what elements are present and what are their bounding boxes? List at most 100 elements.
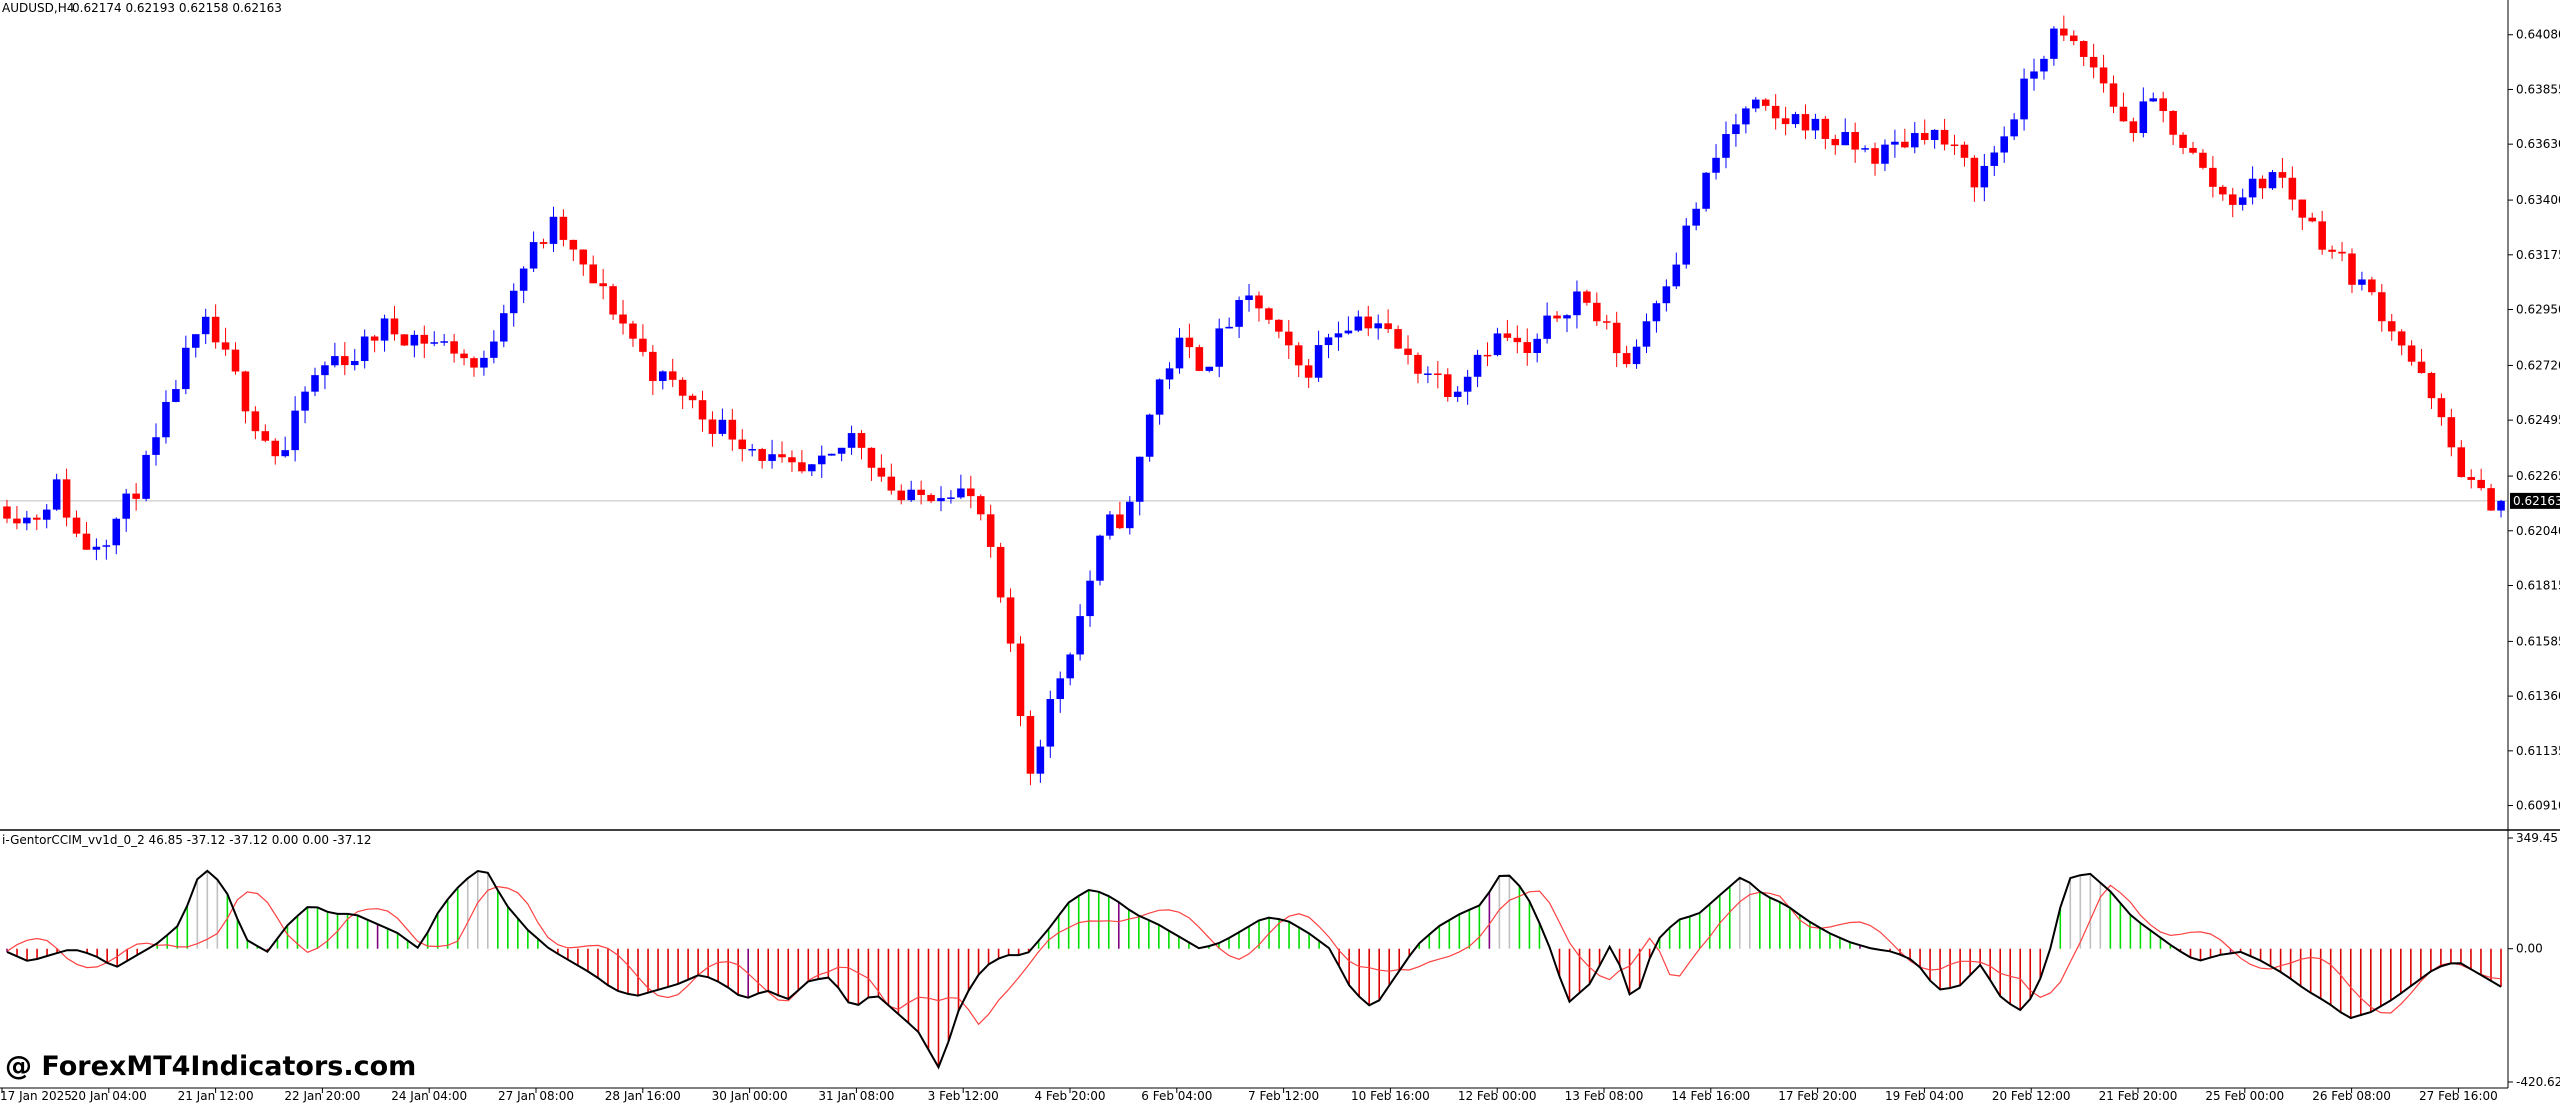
candle-body	[191, 334, 200, 348]
candle-body	[1990, 152, 1999, 166]
candle-body	[182, 347, 190, 390]
candle-body	[321, 365, 329, 376]
candle-body	[1752, 99, 1760, 109]
candle-body	[1334, 333, 1343, 338]
candle-body	[937, 498, 945, 502]
candle-body	[748, 449, 756, 451]
candle-body	[2228, 194, 2237, 205]
candle-body	[1771, 105, 1780, 119]
candle-body	[2457, 447, 2466, 478]
candle-body	[1255, 295, 1263, 309]
candle-body	[659, 371, 667, 381]
candle-body	[1662, 286, 1671, 304]
candle-body	[1553, 315, 1561, 319]
candle-body	[490, 341, 498, 358]
time-tick-label: 27 Jan 08:00	[498, 1089, 574, 1103]
time-tick-label: 6 Feb 04:00	[1141, 1089, 1212, 1103]
candle-body	[1712, 157, 1720, 173]
candle-body	[579, 249, 588, 265]
time-tick-label: 17 Feb 20:00	[1778, 1089, 1857, 1103]
candle-body	[2010, 119, 2018, 137]
candle-body	[2447, 417, 2456, 448]
candle-body	[1145, 414, 1154, 457]
candle-body	[72, 517, 81, 534]
candle-body	[1821, 118, 1830, 139]
candle-body	[470, 358, 478, 368]
time-tick-label: 21 Jan 12:00	[178, 1089, 254, 1103]
candle-body	[42, 509, 51, 520]
candle-body	[112, 518, 121, 546]
candle-body	[2348, 253, 2356, 285]
candle-body	[1304, 365, 1313, 378]
candle-body	[480, 357, 488, 368]
candle-body	[927, 494, 935, 502]
candle-body	[350, 360, 359, 366]
candle-body	[1642, 321, 1651, 347]
candle-body	[1285, 331, 1293, 346]
candle-body	[2030, 71, 2038, 79]
candle-body	[986, 514, 995, 547]
candle-body	[2278, 172, 2287, 178]
candle-body	[857, 433, 866, 448]
price-panel[interactable]: AUDUSD,H4 0.62174 0.62193 0.62158 0.6216…	[0, 1, 2508, 786]
candle-body	[808, 464, 816, 472]
symbol-timeframe: AUDUSD,H4	[2, 1, 74, 15]
candle-body	[897, 490, 906, 501]
candle-body	[102, 545, 111, 547]
indicator-signal-line	[6, 884, 2502, 1026]
candle-body	[1205, 366, 1214, 371]
time-tick-label: 25 Feb 00:00	[2205, 1089, 2284, 1103]
candle-body	[1543, 315, 1551, 339]
candle-body	[1761, 99, 1770, 106]
price-tick-label: 0.62265	[2516, 469, 2560, 483]
current-price-tag-background	[2510, 492, 2560, 509]
candle-body	[1911, 133, 1919, 148]
candle-body	[2338, 251, 2346, 254]
candle-body	[1324, 337, 1333, 346]
candle-body	[887, 476, 896, 491]
candle-body	[1195, 347, 1204, 371]
candle-body	[370, 336, 379, 341]
ohlc-readout: 0.62174 0.62193 0.62158 0.62163	[72, 1, 282, 15]
candle-body	[301, 391, 309, 411]
candle-body	[460, 353, 468, 359]
candle-body	[251, 411, 260, 432]
candle-body	[1622, 353, 1631, 365]
candle-body	[788, 457, 796, 463]
indicator-panel[interactable]: i-GentorCCIM_vv1d_0_2 46.85 -37.12 -37.1…	[2, 833, 2502, 1070]
candle-body	[2040, 58, 2048, 72]
candle-body	[261, 431, 270, 441]
candle-body	[1404, 348, 1412, 355]
candle-body	[2397, 331, 2406, 346]
candle-body	[1354, 316, 1363, 331]
price-tick-label: 0.63855	[2516, 82, 2560, 96]
candle-body	[1920, 133, 1929, 141]
candle-body	[331, 356, 339, 366]
candle-body	[649, 351, 657, 381]
candle-body	[1781, 118, 1790, 125]
candle-body	[2109, 83, 2118, 107]
candle-body	[1235, 300, 1243, 327]
candle-body	[2129, 121, 2138, 133]
candle-body	[1046, 699, 1055, 747]
candle-body	[1344, 330, 1353, 334]
candle-body	[519, 268, 528, 291]
candle-body	[2258, 178, 2267, 189]
candle-body	[688, 395, 697, 401]
candle-body	[1225, 326, 1233, 329]
time-tick-label: 22 Jan 20:00	[284, 1089, 360, 1103]
candle-body	[957, 488, 965, 498]
candle-body	[2060, 28, 2068, 36]
candle-body	[1026, 716, 1035, 774]
candle-body	[1066, 654, 1074, 679]
candle-body	[2069, 35, 2078, 42]
candle-body	[2268, 172, 2277, 189]
candle-body	[1692, 208, 1700, 226]
current-price-tag-text: 0.62163	[2513, 494, 2560, 508]
